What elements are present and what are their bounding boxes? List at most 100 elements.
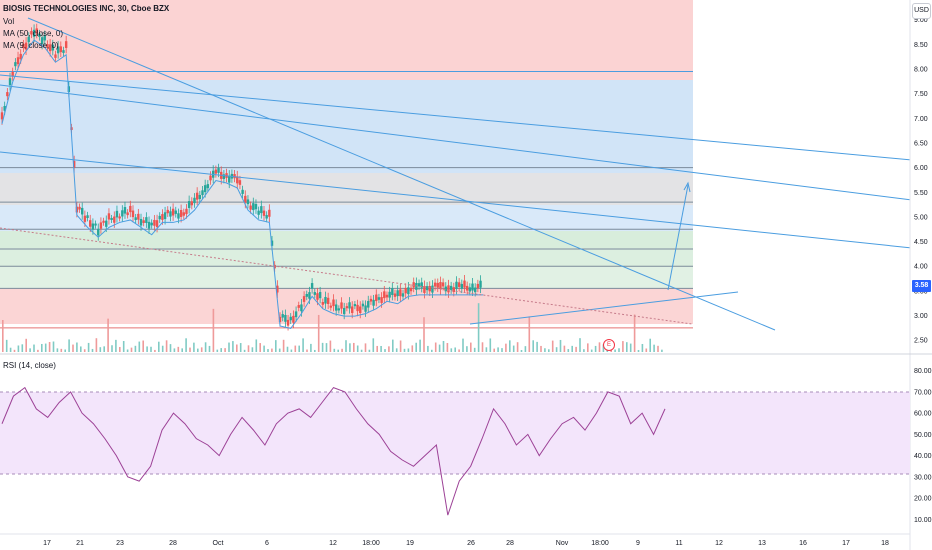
- time-axis: 17 21 23 28 Oct 6 12 18:00 19 26 28 Nov 18:00 9 11 12 13…: [43, 540, 889, 547]
- candle: [407, 287, 410, 295]
- volume-bar: [349, 343, 351, 352]
- candle: [105, 220, 108, 227]
- volume-bar: [197, 348, 199, 352]
- volume-bar: [60, 348, 63, 352]
- candle: [316, 293, 319, 300]
- trendline-4[interactable]: [27, 17, 776, 331]
- volume-bar: [637, 349, 640, 352]
- candle: [3, 105, 6, 111]
- candle: [383, 291, 386, 299]
- candle: [297, 305, 300, 308]
- volume-bar: [372, 338, 375, 352]
- candle: [479, 280, 482, 288]
- level-lines: [0, 70, 693, 329]
- volume-bar: [446, 342, 449, 352]
- volume-bar: [263, 345, 265, 352]
- candle: [139, 218, 143, 226]
- candle: [195, 192, 199, 200]
- volume-bar: [146, 346, 148, 352]
- volume-bar: [427, 345, 429, 352]
- volume-bar: [33, 344, 35, 352]
- vol-label[interactable]: Vol: [3, 17, 15, 26]
- candle: [286, 319, 290, 326]
- volume-bar: [294, 345, 297, 352]
- symbol-title[interactable]: BIOSIG TECHNOLOGIES INC, 30, Cboe BZX: [3, 4, 170, 13]
- ma50-line[interactable]: [1, 39, 484, 329]
- volume-bar: [368, 349, 371, 352]
- volume-bar: [512, 345, 515, 352]
- ma9-label[interactable]: MA (9, close, 0): [3, 41, 59, 50]
- ma50-label[interactable]: MA (50, close, 0): [3, 29, 64, 38]
- volume-bar: [321, 342, 324, 352]
- trendline-5[interactable]: [469, 291, 739, 325]
- volume-bar: [598, 342, 601, 352]
- candle: [233, 174, 236, 179]
- trendline-2[interactable]: [0, 84, 913, 201]
- candle: [228, 175, 231, 183]
- candle: [324, 296, 327, 304]
- candle: [94, 223, 97, 226]
- candle: [391, 288, 394, 295]
- volume-bar: [243, 349, 246, 352]
- candle: [187, 201, 191, 209]
- time-tick-label: 19: [406, 540, 414, 547]
- candle: [99, 222, 103, 229]
- trend-lines: [0, 17, 913, 331]
- candle: [193, 197, 196, 204]
- volume-bar: [442, 340, 445, 352]
- volume-bar: [618, 348, 620, 352]
- candle: [0, 112, 4, 120]
- volume-bar: [150, 346, 152, 352]
- volume-bar: [661, 349, 663, 352]
- candle: [150, 222, 153, 226]
- time-tick-label: 23: [116, 540, 124, 547]
- candle: [198, 194, 202, 199]
- volume-bar: [657, 345, 659, 352]
- zone-green-1: [0, 231, 693, 248]
- trendline-3[interactable]: [0, 151, 913, 249]
- price-tick-label: 8.50: [914, 42, 928, 49]
- candle: [236, 176, 239, 184]
- currency-button[interactable]: USD: [912, 3, 931, 19]
- zone-blue-2: [0, 205, 693, 231]
- candle: [30, 31, 33, 35]
- volume-bar: [41, 343, 43, 352]
- volume-bar: [286, 346, 289, 352]
- earnings-icon[interactable]: E: [603, 339, 615, 351]
- trendline-1[interactable]: [0, 74, 913, 161]
- candle: [342, 307, 346, 315]
- rsi-tick-label: 30.00: [914, 474, 932, 481]
- volume-bar: [438, 344, 441, 352]
- volume-bar: [407, 348, 410, 352]
- candle: [14, 62, 17, 67]
- volume-bar: [548, 349, 550, 352]
- candle: [89, 220, 92, 227]
- time-tick-label: 28: [169, 540, 177, 547]
- zone-green-3: [0, 266, 693, 288]
- candle: [214, 169, 218, 174]
- candle: [455, 281, 458, 289]
- volume-bar: [119, 346, 121, 352]
- volume-bar: [450, 348, 453, 352]
- volume-bar: [232, 341, 234, 352]
- rsi-label[interactable]: RSI (14, close): [3, 361, 56, 370]
- rsi-tick-label: 70.00: [914, 389, 932, 396]
- volume-bar: [115, 339, 117, 352]
- volume-bar: [489, 338, 492, 352]
- volume-bar: [360, 349, 363, 352]
- rsi-series[interactable]: [1, 386, 666, 516]
- candle: [254, 204, 258, 210]
- projection-arrow[interactable]: [667, 184, 689, 291]
- volume-bar: [17, 345, 20, 352]
- price-tick-label: 4.50: [914, 239, 928, 246]
- rsi-band: [0, 392, 910, 474]
- price-tick-label: 2.50: [914, 338, 928, 345]
- volume-bar: [275, 340, 277, 352]
- volume-bar: [380, 345, 382, 352]
- time-tick-label: 13: [758, 540, 766, 547]
- candle: [129, 205, 132, 213]
- dashed-support[interactable]: [0, 227, 693, 325]
- volume-bar: [388, 346, 390, 352]
- candle: [364, 305, 367, 312]
